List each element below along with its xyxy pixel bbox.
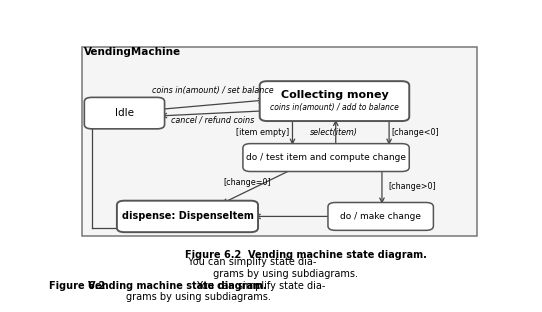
- FancyBboxPatch shape: [85, 97, 165, 129]
- Text: Idle: Idle: [115, 108, 134, 118]
- FancyBboxPatch shape: [243, 144, 409, 172]
- Text: Vending machine state diagram.: Vending machine state diagram.: [88, 280, 267, 290]
- FancyBboxPatch shape: [117, 201, 258, 232]
- Text: do / test item and compute change: do / test item and compute change: [246, 153, 406, 162]
- FancyBboxPatch shape: [260, 81, 409, 121]
- Text: [change<0]: [change<0]: [392, 128, 440, 137]
- Text: do / make change: do / make change: [340, 212, 421, 221]
- Text: coins in(amount) / set balance: coins in(amount) / set balance: [152, 86, 274, 95]
- Text: Collecting money: Collecting money: [281, 90, 389, 100]
- Polygon shape: [82, 47, 478, 236]
- Text: [item empty]: [item empty]: [236, 128, 289, 137]
- Text: Figure 6.2  Vending machine state diagram.: Figure 6.2 Vending machine state diagram…: [185, 250, 427, 260]
- Text: coins in(amount) / add to balance: coins in(amount) / add to balance: [270, 103, 399, 112]
- Text: select(item): select(item): [309, 128, 358, 137]
- Text: You can simplify state dia-: You can simplify state dia-: [194, 280, 325, 290]
- Text: [change=0]: [change=0]: [224, 178, 272, 187]
- Text: dispense: DispenseItem: dispense: DispenseItem: [121, 212, 254, 222]
- Text: [change>0]: [change>0]: [388, 183, 436, 191]
- Text: Figure 6.2: Figure 6.2: [49, 280, 112, 290]
- Text: cancel / refund coins: cancel / refund coins: [171, 116, 254, 125]
- Text: grams by using subdiagrams.: grams by using subdiagrams.: [126, 291, 270, 301]
- Text: You can simplify state dia-
         grams by using subdiagrams.: You can simplify state dia- grams by usi…: [185, 257, 358, 279]
- FancyBboxPatch shape: [328, 202, 434, 230]
- Text: VendingMachine: VendingMachine: [83, 47, 181, 57]
